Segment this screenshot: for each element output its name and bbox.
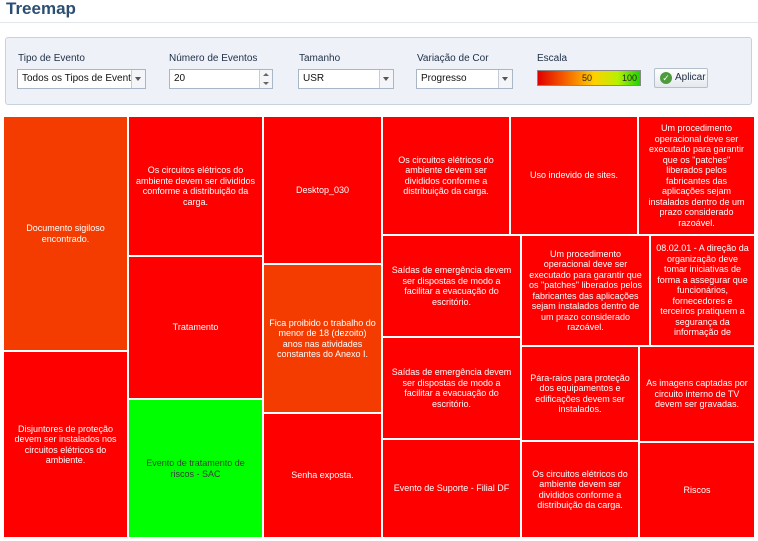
treemap-cell-label: Saídas de emergência devem ser dispostas…	[391, 265, 512, 307]
treemap-cell-label: Saídas de emergência devem ser dispostas…	[391, 367, 512, 409]
treemap-cell[interactable]: Senha exposta.	[263, 413, 382, 538]
size-label: Tamanho	[299, 53, 341, 64]
page-title: Treemap	[6, 0, 76, 18]
filter-panel: Tipo de Evento Todos os Tipos de Evento …	[5, 37, 752, 105]
scale-mid-value: 50	[582, 73, 593, 83]
event-type-value: Todos os Tipos de Evento	[22, 73, 137, 84]
treemap-cell-label: Os circuitos elétricos do ambiente devem…	[135, 165, 256, 207]
event-type-select[interactable]: Todos os Tipos de Evento	[17, 69, 146, 89]
treemap-cell-label: Disjuntores de proteção devem ser instal…	[14, 423, 117, 466]
treemap-cell[interactable]: Os circuitos elétricos do ambiente devem…	[521, 441, 639, 538]
treemap-cell[interactable]: Tratamento	[128, 256, 263, 399]
treemap-cell[interactable]: Desktop_030	[263, 116, 382, 264]
color-variation-label: Variação de Cor	[417, 53, 489, 64]
treemap-cell-label: Riscos	[683, 484, 711, 495]
treemap-cell-label: Desktop_030	[295, 184, 350, 195]
event-count-stepper[interactable]: 20	[169, 69, 273, 89]
treemap-cell[interactable]: 08.02.01 - A direção da organização deve…	[650, 235, 755, 346]
checkmark-icon: ✓	[660, 72, 672, 84]
color-variation-value: Progresso	[421, 73, 467, 84]
treemap-cell[interactable]: Saídas de emergência devem ser dispostas…	[382, 337, 521, 439]
treemap-cell[interactable]: Os circuitos elétricos do ambiente devem…	[382, 116, 510, 235]
treemap-cell[interactable]: Saídas de emergência devem ser dispostas…	[382, 235, 521, 337]
size-value: USR	[303, 73, 325, 84]
treemap-cell-label: Senha exposta.	[291, 470, 354, 481]
treemap-cell[interactable]: Um procedimento operacional deve ser exe…	[521, 235, 650, 346]
treemap-cell[interactable]: Riscos	[639, 442, 755, 538]
event-type-label: Tipo de Evento	[18, 53, 85, 64]
treemap-cell[interactable]: Evento de tratamento de riscos - SAC	[128, 399, 263, 538]
scale-label: Escala	[537, 53, 568, 64]
decrement-arrow-icon[interactable]	[259, 79, 272, 88]
chevron-down-icon[interactable]	[498, 70, 512, 88]
color-scale-bar: 50 100	[537, 70, 641, 86]
treemap-cell[interactable]: Os circuitos elétricos do ambiente devem…	[128, 116, 263, 256]
treemap-cell-label: Evento de Suporte - Filial DF	[393, 483, 510, 494]
increment-arrow-icon[interactable]	[259, 70, 272, 79]
chevron-down-icon[interactable]	[379, 70, 393, 88]
treemap-cell-label: Tratamento	[172, 322, 219, 333]
treemap-cell[interactable]: Disjuntores de proteção devem ser instal…	[3, 351, 128, 538]
treemap-cell-label: Uso indevido de sites.	[529, 170, 619, 181]
treemap-cell-label: As imagens captadas por circuito interno…	[646, 378, 748, 410]
treemap-cell[interactable]: As imagens captadas por circuito interno…	[639, 346, 755, 442]
title-divider	[0, 22, 758, 23]
treemap-cell-label: Evento de tratamento de riscos - SAC	[146, 458, 245, 479]
treemap-cell[interactable]: Fica proibido o trabalho do menor de 18 …	[263, 264, 382, 413]
treemap-cell-label: Documento sigiloso encontrado.	[26, 223, 105, 244]
event-count-label: Número de Eventos	[169, 53, 258, 64]
treemap-cell-label: Os circuitos elétricos do ambiente devem…	[398, 154, 494, 197]
apply-button[interactable]: ✓ Aplicar	[654, 68, 708, 88]
treemap-cell-label: Fica proibido o trabalho do menor de 18 …	[269, 317, 376, 360]
size-select[interactable]: USR	[298, 69, 394, 89]
color-variation-select[interactable]: Progresso	[416, 69, 513, 89]
treemap-cell-label: Um procedimento operacional deve ser exe…	[648, 123, 745, 228]
scale-max-value: 100	[621, 73, 637, 83]
chevron-down-icon[interactable]	[131, 70, 145, 88]
treemap-cell[interactable]: Pára-raios para proteção dos equipamento…	[521, 346, 639, 441]
event-count-value: 20	[174, 73, 186, 84]
treemap-cell-label: Um procedimento operacional deve ser exe…	[529, 248, 642, 333]
apply-button-label: Aplicar	[675, 72, 706, 83]
treemap-cell-label: Os circuitos elétricos do ambiente devem…	[532, 468, 628, 511]
treemap-cell[interactable]: Documento sigiloso encontrado.	[3, 116, 128, 351]
treemap-cell[interactable]: Uso indevido de sites.	[510, 116, 638, 235]
treemap-cell[interactable]: Evento de Suporte - Filial DF	[382, 439, 521, 538]
treemap-cell-label: Pára-raios para proteção dos equipamento…	[530, 372, 630, 415]
treemap-cell[interactable]: Um procedimento operacional deve ser exe…	[638, 116, 755, 235]
treemap-cell-label: 08.02.01 - A direção da organização deve…	[656, 243, 749, 338]
